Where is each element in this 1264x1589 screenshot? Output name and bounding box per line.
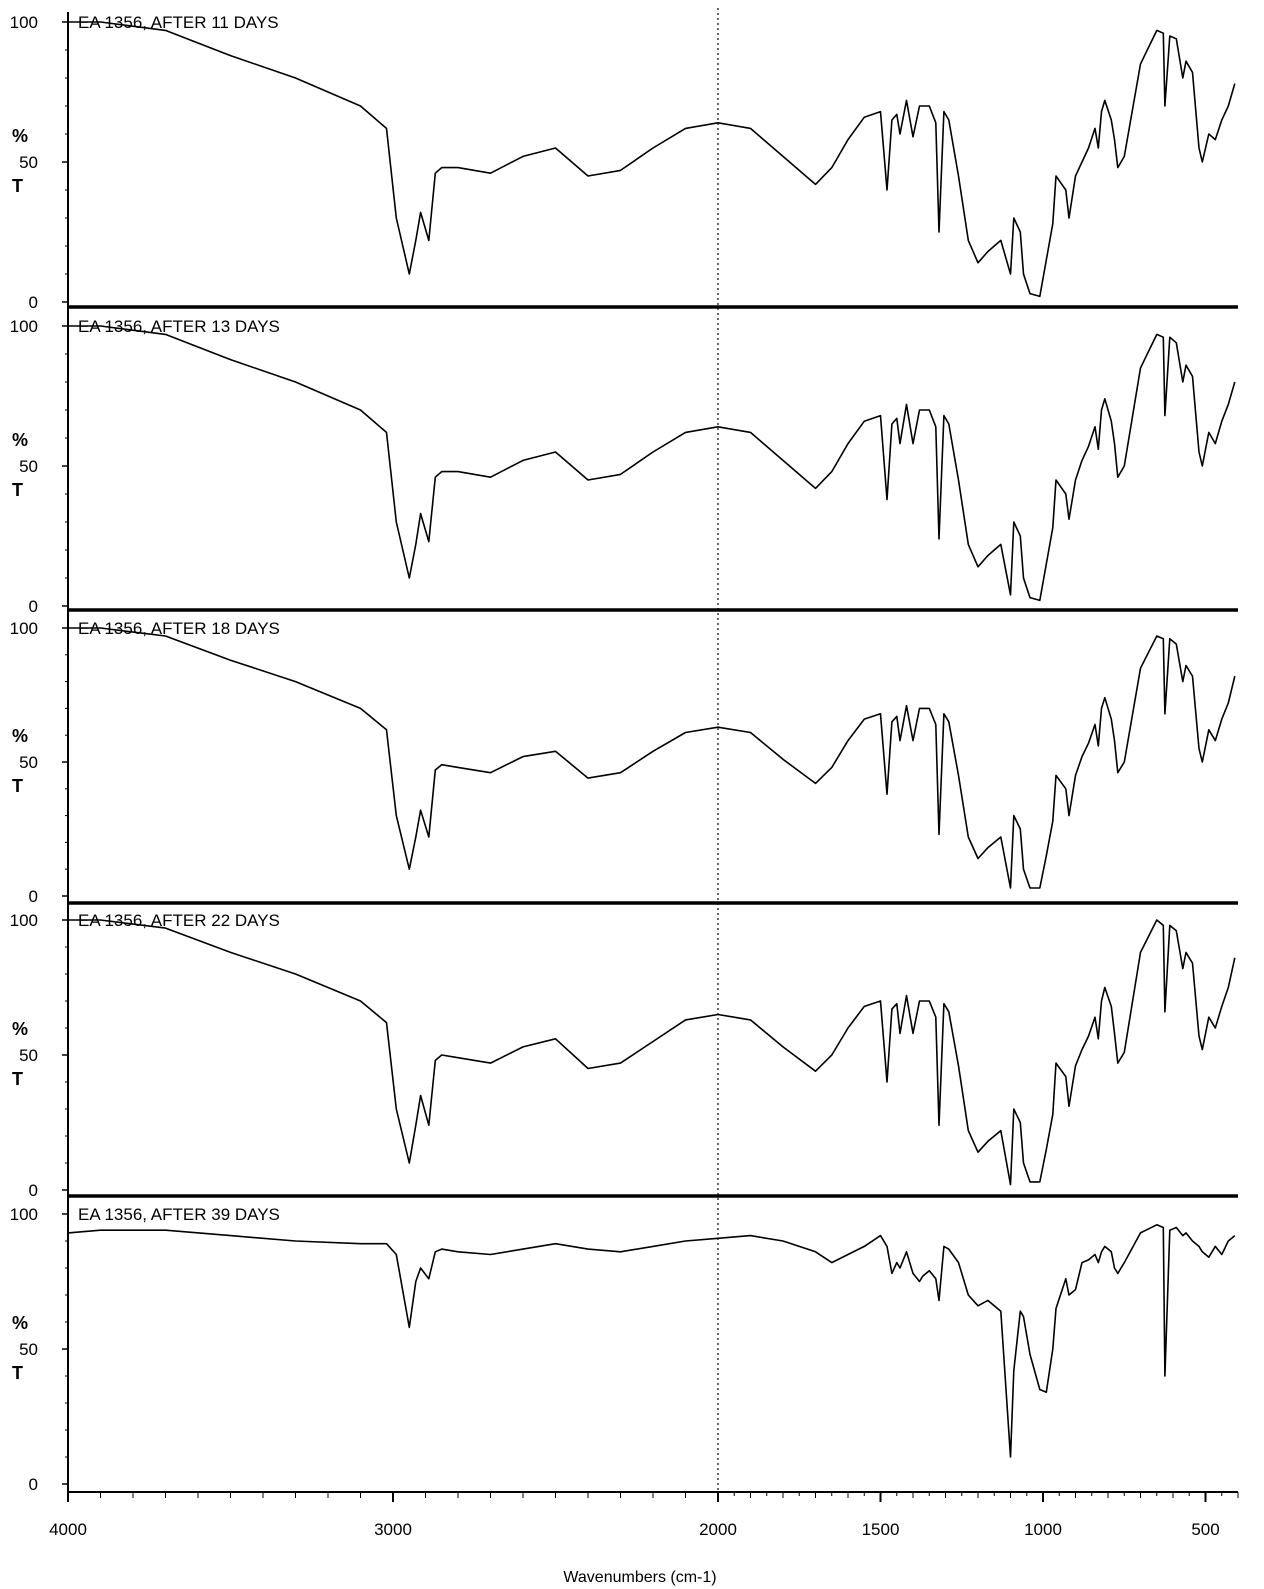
spectrum-line — [68, 627, 1236, 889]
x-axis: 4000 3000 2000 1500 1000 500 — [49, 1492, 1239, 1539]
y-axis-label-percent: % — [12, 1019, 28, 1039]
y-tick-label: 100 — [10, 619, 38, 638]
panel-title: EA 1356, AFTER 13 DAYS — [78, 317, 280, 336]
x-tick-label: 2000 — [699, 1520, 737, 1539]
spectrum-panel: 0 50 100% T EA 1356, AFTER 13 DAYS — [10, 317, 1238, 616]
x-tick-label: 3000 — [374, 1520, 412, 1539]
y-tick-label: 50 — [19, 153, 38, 172]
x-tick-label: 1000 — [1024, 1520, 1062, 1539]
y-tick-label: 50 — [19, 1046, 38, 1065]
panel-title: EA 1356, AFTER 11 DAYS — [78, 13, 279, 32]
spectrum-panel: 0 50 100% T EA 1356, AFTER 39 DAYS — [10, 1205, 1236, 1494]
spectra-panels: 0 50 100% T EA 1356, AFTER 11 DAYS 0 50 100% T EA… — [10, 13, 1238, 1494]
y-tick-label: 50 — [19, 753, 38, 772]
y-tick-label: 0 — [29, 597, 38, 616]
y-tick-label: 0 — [29, 1475, 38, 1494]
y-tick-label: 100 — [10, 911, 38, 930]
y-axis-label-percent: % — [12, 126, 28, 146]
x-tick-label: 4000 — [49, 1520, 87, 1539]
panel-title: EA 1356, AFTER 22 DAYS — [78, 911, 280, 930]
spectrum-panel: 0 50 100% T EA 1356, AFTER 18 DAYS — [10, 619, 1238, 906]
x-tick-label: 1500 — [862, 1520, 900, 1539]
y-tick-label: 0 — [29, 293, 38, 312]
spectrum-panel: 0 50 100% T EA 1356, AFTER 11 DAYS — [10, 13, 1238, 312]
y-tick-label: 100 — [10, 13, 38, 32]
panel-title: EA 1356, AFTER 39 DAYS — [78, 1205, 280, 1224]
chart-frame — [67, 8, 1238, 1493]
x-tick-label: 500 — [1191, 1520, 1219, 1539]
x-axis-title: Wavenumbers (cm-1) — [563, 1569, 716, 1586]
y-tick-label: 50 — [19, 1340, 38, 1359]
spectrum-line — [68, 21, 1236, 298]
y-axis-label-t: T — [12, 1069, 23, 1089]
spectrum-panel: 0 50 100% T EA 1356, AFTER 22 DAYS — [10, 911, 1238, 1200]
y-axis-label-percent: % — [12, 726, 28, 746]
y-tick-label: 100 — [10, 1205, 38, 1224]
y-axis-label-t: T — [12, 776, 23, 796]
panel-title: EA 1356, AFTER 18 DAYS — [78, 619, 280, 638]
y-tick-label: 50 — [19, 457, 38, 476]
spectrum-line — [68, 325, 1236, 602]
y-axis-label-t: T — [12, 176, 23, 196]
y-tick-label: 0 — [29, 1181, 38, 1200]
y-axis-label-t: T — [12, 1363, 23, 1383]
y-axis-label-percent: % — [12, 430, 28, 450]
y-tick-label: 100 — [10, 317, 38, 336]
spectrum-line — [67, 1224, 1236, 1458]
y-axis-label-percent: % — [12, 1313, 28, 1333]
spectrum-line — [68, 919, 1236, 1186]
y-tick-label: 0 — [29, 887, 38, 906]
y-axis-label-t: T — [12, 480, 23, 500]
